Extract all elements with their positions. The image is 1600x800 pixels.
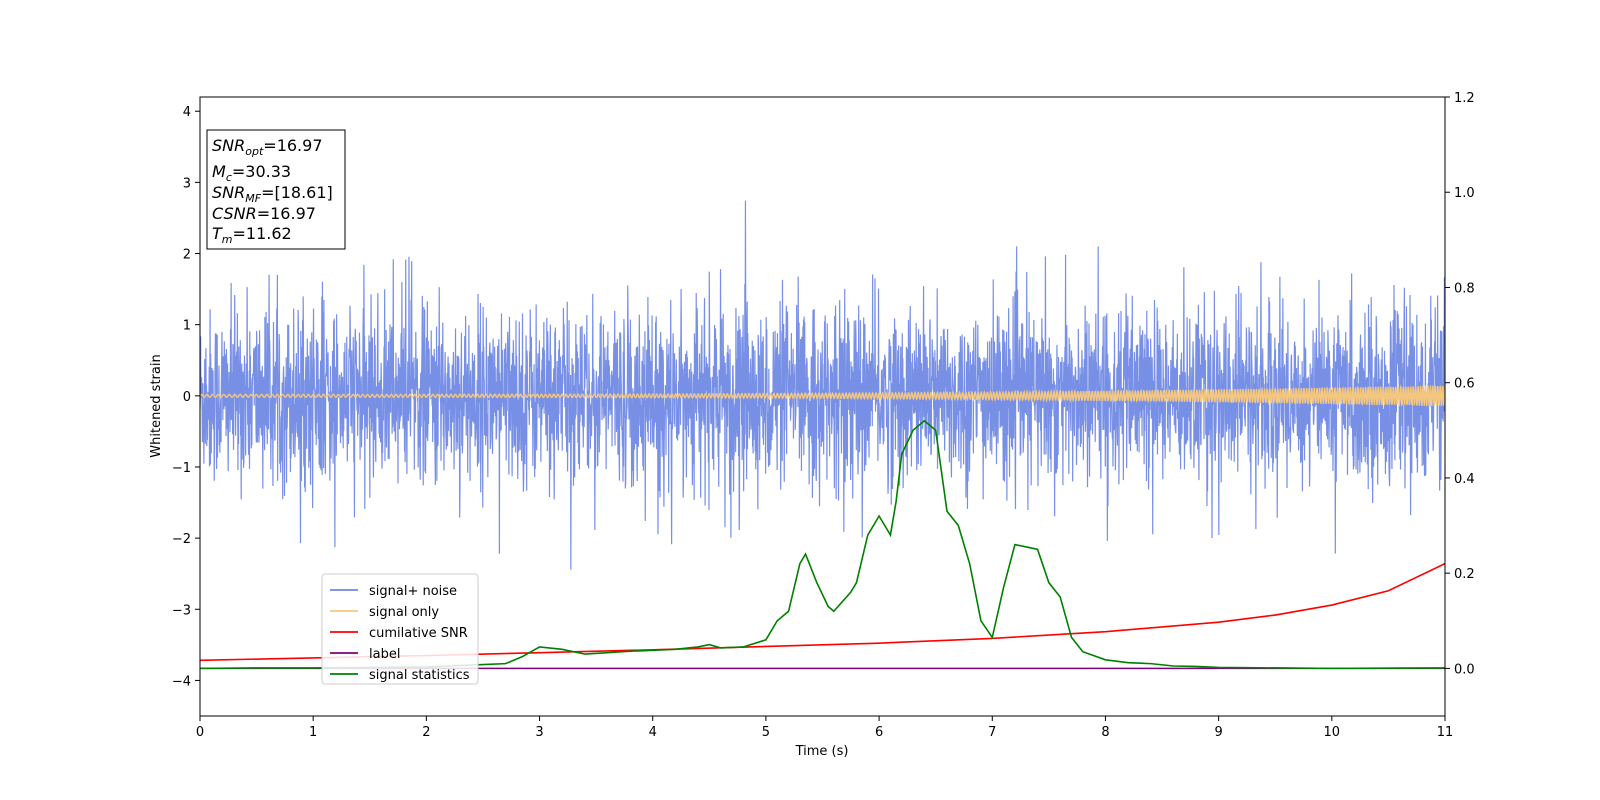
series-signal-statistics: [200, 419, 1445, 670]
y-axis-title: Whitened strain: [149, 354, 164, 457]
x-tick-label: 6: [875, 725, 883, 740]
legend-item-label: signal only: [369, 605, 439, 620]
legend-item-label: signal+ noise: [369, 584, 457, 599]
x-axis: 0 1 2 3 4 5 6 7 8 9 10 11: [196, 716, 1453, 740]
y-tick-label: 1: [183, 319, 191, 334]
y2-tick-label: 0.8: [1454, 281, 1475, 296]
x-tick-label: 11: [1437, 725, 1454, 740]
y2-tick-label: 1.2: [1454, 91, 1475, 106]
y-axis-left: −4 −3 −2 −1 0 1 2 3 4: [172, 105, 200, 689]
x-tick-label: 3: [535, 725, 543, 740]
y-axis-right: 0.0 0.2 0.4 0.6 0.8 1.0 1.2: [1445, 91, 1475, 677]
x-tick-label: 8: [1101, 725, 1109, 740]
y2-tick-label: 1.0: [1454, 186, 1475, 201]
legend: signal+ noise signal only cumilative SNR la…: [321, 573, 479, 685]
y-tick-label: −3: [172, 603, 191, 618]
y-tick-label: −4: [172, 674, 191, 689]
legend-item-label: cumilative SNR: [369, 626, 468, 641]
x-tick-label: 0: [196, 725, 204, 740]
y-tick-label: 4: [183, 105, 191, 120]
x-tick-label: 9: [1214, 725, 1222, 740]
y-tick-label: −2: [172, 532, 191, 547]
info-box: SNRopt=16.97 Mc=30.33 SNRMF=[18.61] CSNR…: [206, 129, 346, 250]
x-tick-label: 1: [309, 725, 317, 740]
y2-tick-label: 0.0: [1454, 662, 1475, 677]
x-tick-label: 5: [762, 725, 770, 740]
info-csnr: CSNR=16.97: [212, 204, 316, 223]
x-tick-label: 7: [988, 725, 996, 740]
info-snr-mf: SNRMF=[18.61]: [212, 183, 333, 205]
x-tick-label: 2: [422, 725, 430, 740]
y2-tick-label: 0.2: [1454, 567, 1475, 582]
y-tick-label: 0: [183, 390, 191, 405]
y-tick-label: 3: [183, 176, 191, 191]
series-signal-only: [200, 384, 1445, 408]
y-tick-label: −1: [172, 461, 191, 476]
series-signal-noise: [200, 200, 1445, 570]
x-axis-title: Time (s): [795, 744, 849, 759]
y-tick-label: 2: [183, 248, 191, 263]
x-tick-label: 10: [1324, 725, 1341, 740]
plot-frame: [199, 96, 1446, 717]
x-tick-label: 4: [649, 725, 657, 740]
info-tm: Tm=11.62: [212, 224, 292, 246]
legend-item-label: signal statistics: [369, 668, 470, 683]
legend-box: [321, 573, 479, 685]
info-mc: Mc=30.33: [212, 162, 291, 184]
y2-tick-label: 0.6: [1454, 377, 1475, 392]
info-snr-opt: SNRopt=16.97: [212, 136, 323, 158]
y2-tick-label: 0.4: [1454, 472, 1475, 487]
legend-item-label: label: [369, 647, 400, 662]
